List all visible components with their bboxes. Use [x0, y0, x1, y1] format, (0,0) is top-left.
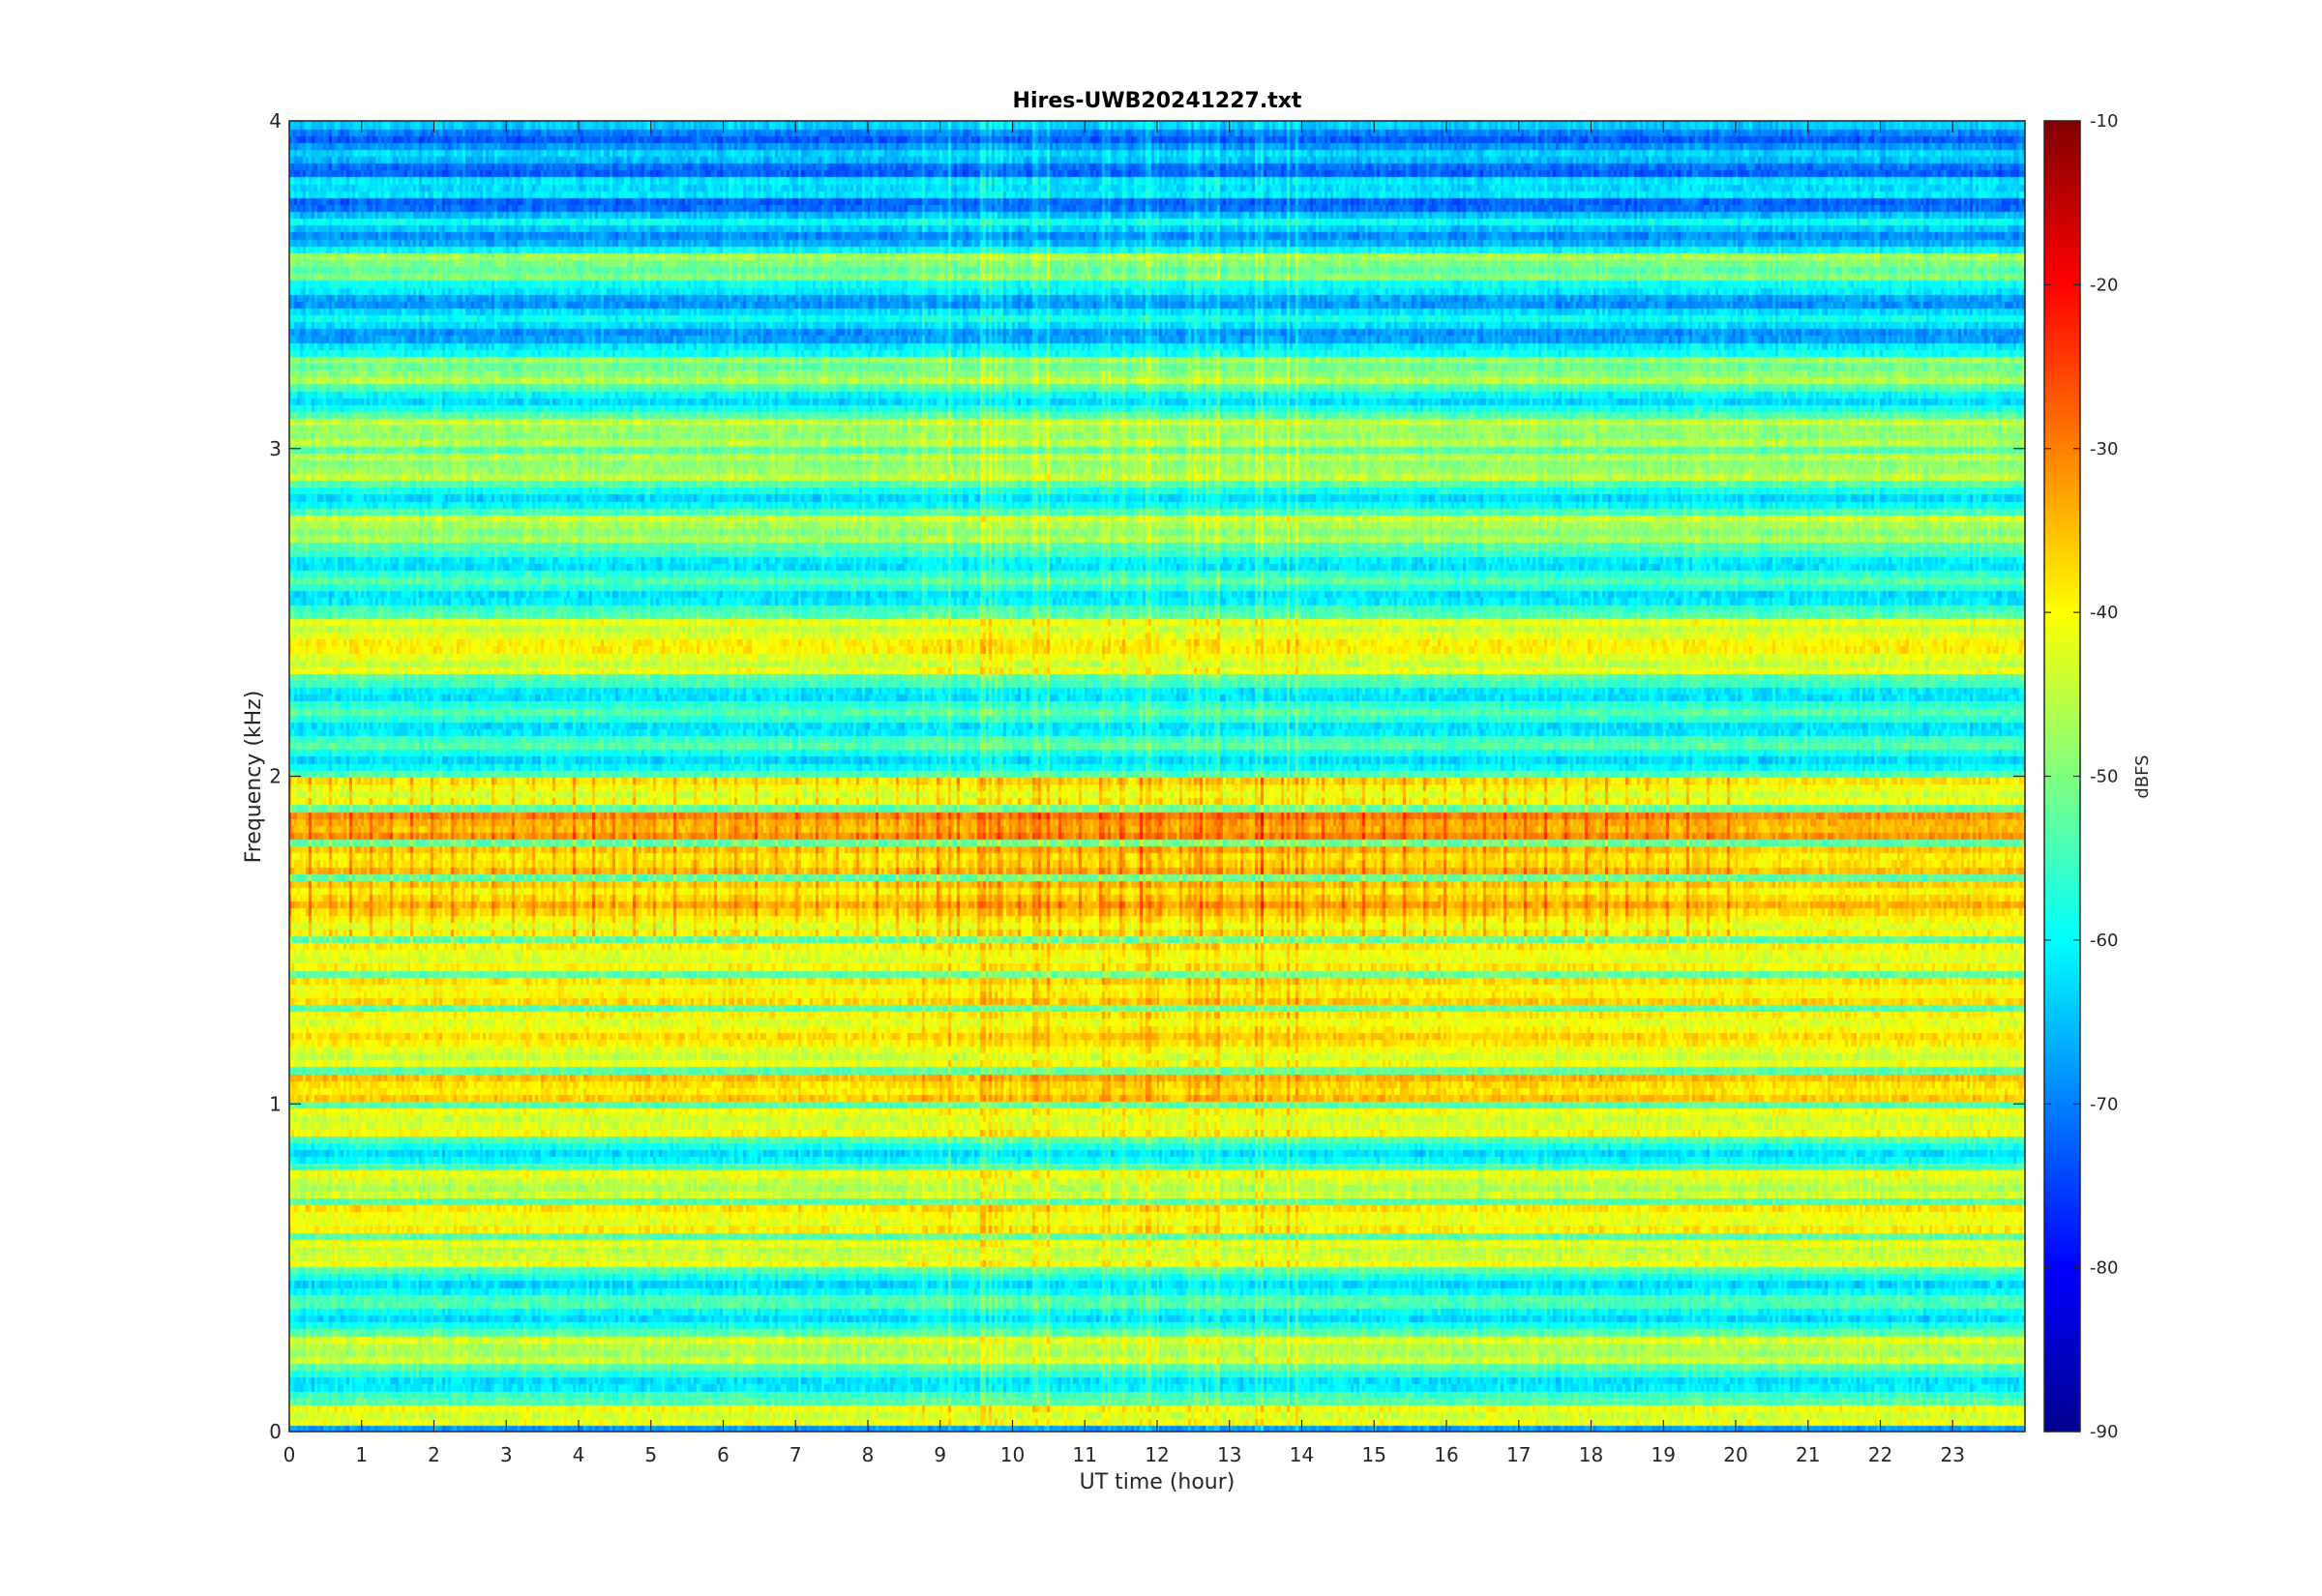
- colorbar-tick-label: -10: [2090, 111, 2118, 132]
- x-tick-label: 19: [1652, 1443, 1676, 1466]
- y-axis: 0 1 2 3 4: [269, 109, 2025, 1443]
- colorbar: -10 -20 -30 -40 -50 -60 -70 -80 -90 dBFS: [2043, 111, 2153, 1442]
- x-tick-label: 10: [1000, 1443, 1025, 1466]
- x-tick-label: 20: [1723, 1443, 1747, 1466]
- colorbar-label: dBFS: [2132, 754, 2153, 798]
- plot-area: [288, 120, 2026, 1433]
- y-axis-label: Frequency (kHz): [242, 691, 266, 864]
- x-tick-label: 13: [1217, 1443, 1241, 1466]
- x-tick-label: 7: [789, 1443, 802, 1466]
- x-tick-label: 2: [428, 1443, 440, 1466]
- x-tick-label: 5: [644, 1443, 657, 1466]
- x-tick-label: 0: [283, 1443, 296, 1466]
- x-tick-label: 21: [1796, 1443, 1820, 1466]
- colorbar-tick-label: -90: [2090, 1422, 2118, 1442]
- colorbar-tick-label: -80: [2090, 1258, 2118, 1279]
- y-tick-label: 2: [269, 765, 282, 788]
- x-tick-label: 15: [1362, 1443, 1386, 1466]
- colorbar-tick-label: -60: [2090, 931, 2118, 951]
- x-tick-label: 23: [1941, 1443, 1965, 1466]
- x-tick-label: 22: [1868, 1443, 1892, 1466]
- x-tick-label: 16: [1434, 1443, 1458, 1466]
- x-tick-label: 17: [1506, 1443, 1531, 1466]
- heatmap-image: [289, 121, 2025, 1432]
- x-tick-label: 18: [1579, 1443, 1603, 1466]
- x-tick-label: 6: [717, 1443, 729, 1466]
- x-tick-label: 14: [1290, 1443, 1314, 1466]
- x-tick-label: 8: [862, 1443, 875, 1466]
- colorbar-tick-label: -30: [2090, 439, 2118, 459]
- x-axis: 0 1 2 3 4 5 6 7 8 9 10 11 12 13 14 15 16 17 18 19 20 21 22 23: [283, 121, 1965, 1466]
- y-tick-label: 4: [269, 109, 282, 133]
- colorbar-tick-label: -70: [2090, 1094, 2118, 1114]
- x-tick-label: 4: [573, 1443, 585, 1466]
- x-tick-label: 11: [1073, 1443, 1097, 1466]
- colorbar-tick-label: -50: [2090, 767, 2118, 787]
- y-tick-label: 3: [269, 437, 282, 460]
- y-tick-label: 0: [269, 1420, 282, 1443]
- y-tick-label: 1: [269, 1092, 282, 1115]
- x-tick-label: 9: [934, 1443, 946, 1466]
- x-tick-label: 1: [355, 1443, 368, 1466]
- chart-title: Hires-UWB20241227.txt: [1013, 89, 1302, 113]
- colorbar-tick-label: -20: [2090, 275, 2118, 295]
- x-tick-label: 3: [500, 1443, 513, 1466]
- x-tick-label: 12: [1145, 1443, 1169, 1466]
- colorbar-ticks: -10 -20 -30 -40 -50 -60 -70 -80 -90: [2044, 111, 2118, 1442]
- x-axis-label: UT time (hour): [1080, 1470, 1235, 1494]
- colorbar-tick-label: -40: [2090, 603, 2118, 623]
